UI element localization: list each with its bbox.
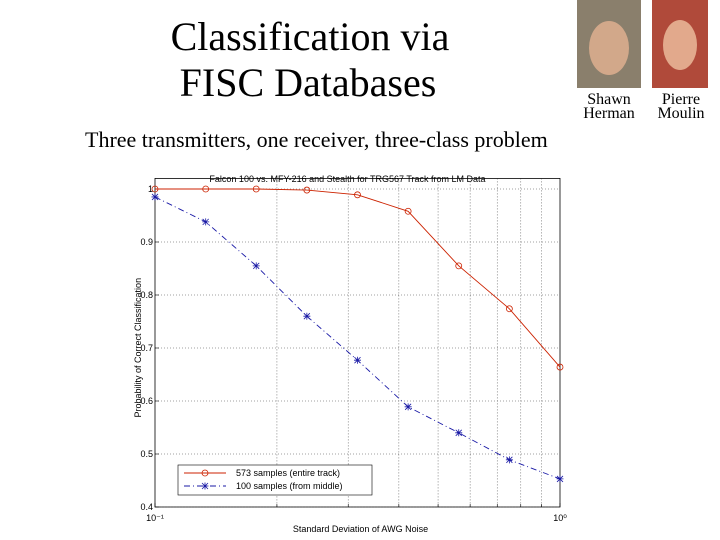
person-first-name: Shawn [587,91,631,108]
marker [455,262,463,270]
series-line [155,188,561,368]
y-tick-label: 1 [148,184,153,194]
person-last-name: Moulin [657,105,704,122]
legend-label: 100 samples (from middle) [236,481,343,491]
marker [354,191,361,199]
y-tick-label: 0.6 [140,396,153,406]
slide-title: Classification via [171,14,450,59]
x-tick-label: 10⁰ [553,513,567,523]
marker [252,262,260,270]
legend-marker [201,469,209,477]
marker [151,185,159,193]
marker [556,363,564,371]
chart: Falcon 100 vs. MFY-216 and Stealth for T… [133,174,567,534]
plot-frame [154,177,561,508]
person-last-name: Herman [583,105,635,122]
legend-box [177,464,373,496]
x-tick-label: 10⁻¹ [146,513,164,523]
marker [202,185,210,193]
marker [455,429,463,437]
marker [505,456,513,464]
y-tick-label: 0.9 [140,237,153,247]
marker [303,312,311,320]
marker [252,185,260,193]
photo-face [663,20,697,70]
marker [556,475,564,483]
person-first-name: Pierre [662,91,700,108]
x-axis-label: Standard Deviation of AWG Noise [293,524,428,534]
y-tick-label: 0.7 [140,343,153,353]
marker [404,207,412,215]
slide-title: FISC Databases [180,60,437,105]
slide-subtitle: Three transmitters, one receiver, three-… [85,127,548,152]
series-line [154,196,561,480]
marker [303,186,311,194]
marker [202,218,210,226]
photo-face [589,21,629,75]
y-tick-label: 0.4 [140,502,153,512]
legend-marker [201,482,209,490]
marker [505,305,513,313]
marker [151,193,159,201]
y-tick-label: 0.8 [140,290,153,300]
legend-label: 573 samples (entire track) [236,468,340,478]
marker [353,356,361,364]
y-axis-label: Probability of Correct Classification [133,278,143,418]
y-tick-label: 0.5 [140,449,153,459]
chart-title: Falcon 100 vs. MFY-216 and Stealth for T… [209,174,485,184]
marker [404,403,412,411]
